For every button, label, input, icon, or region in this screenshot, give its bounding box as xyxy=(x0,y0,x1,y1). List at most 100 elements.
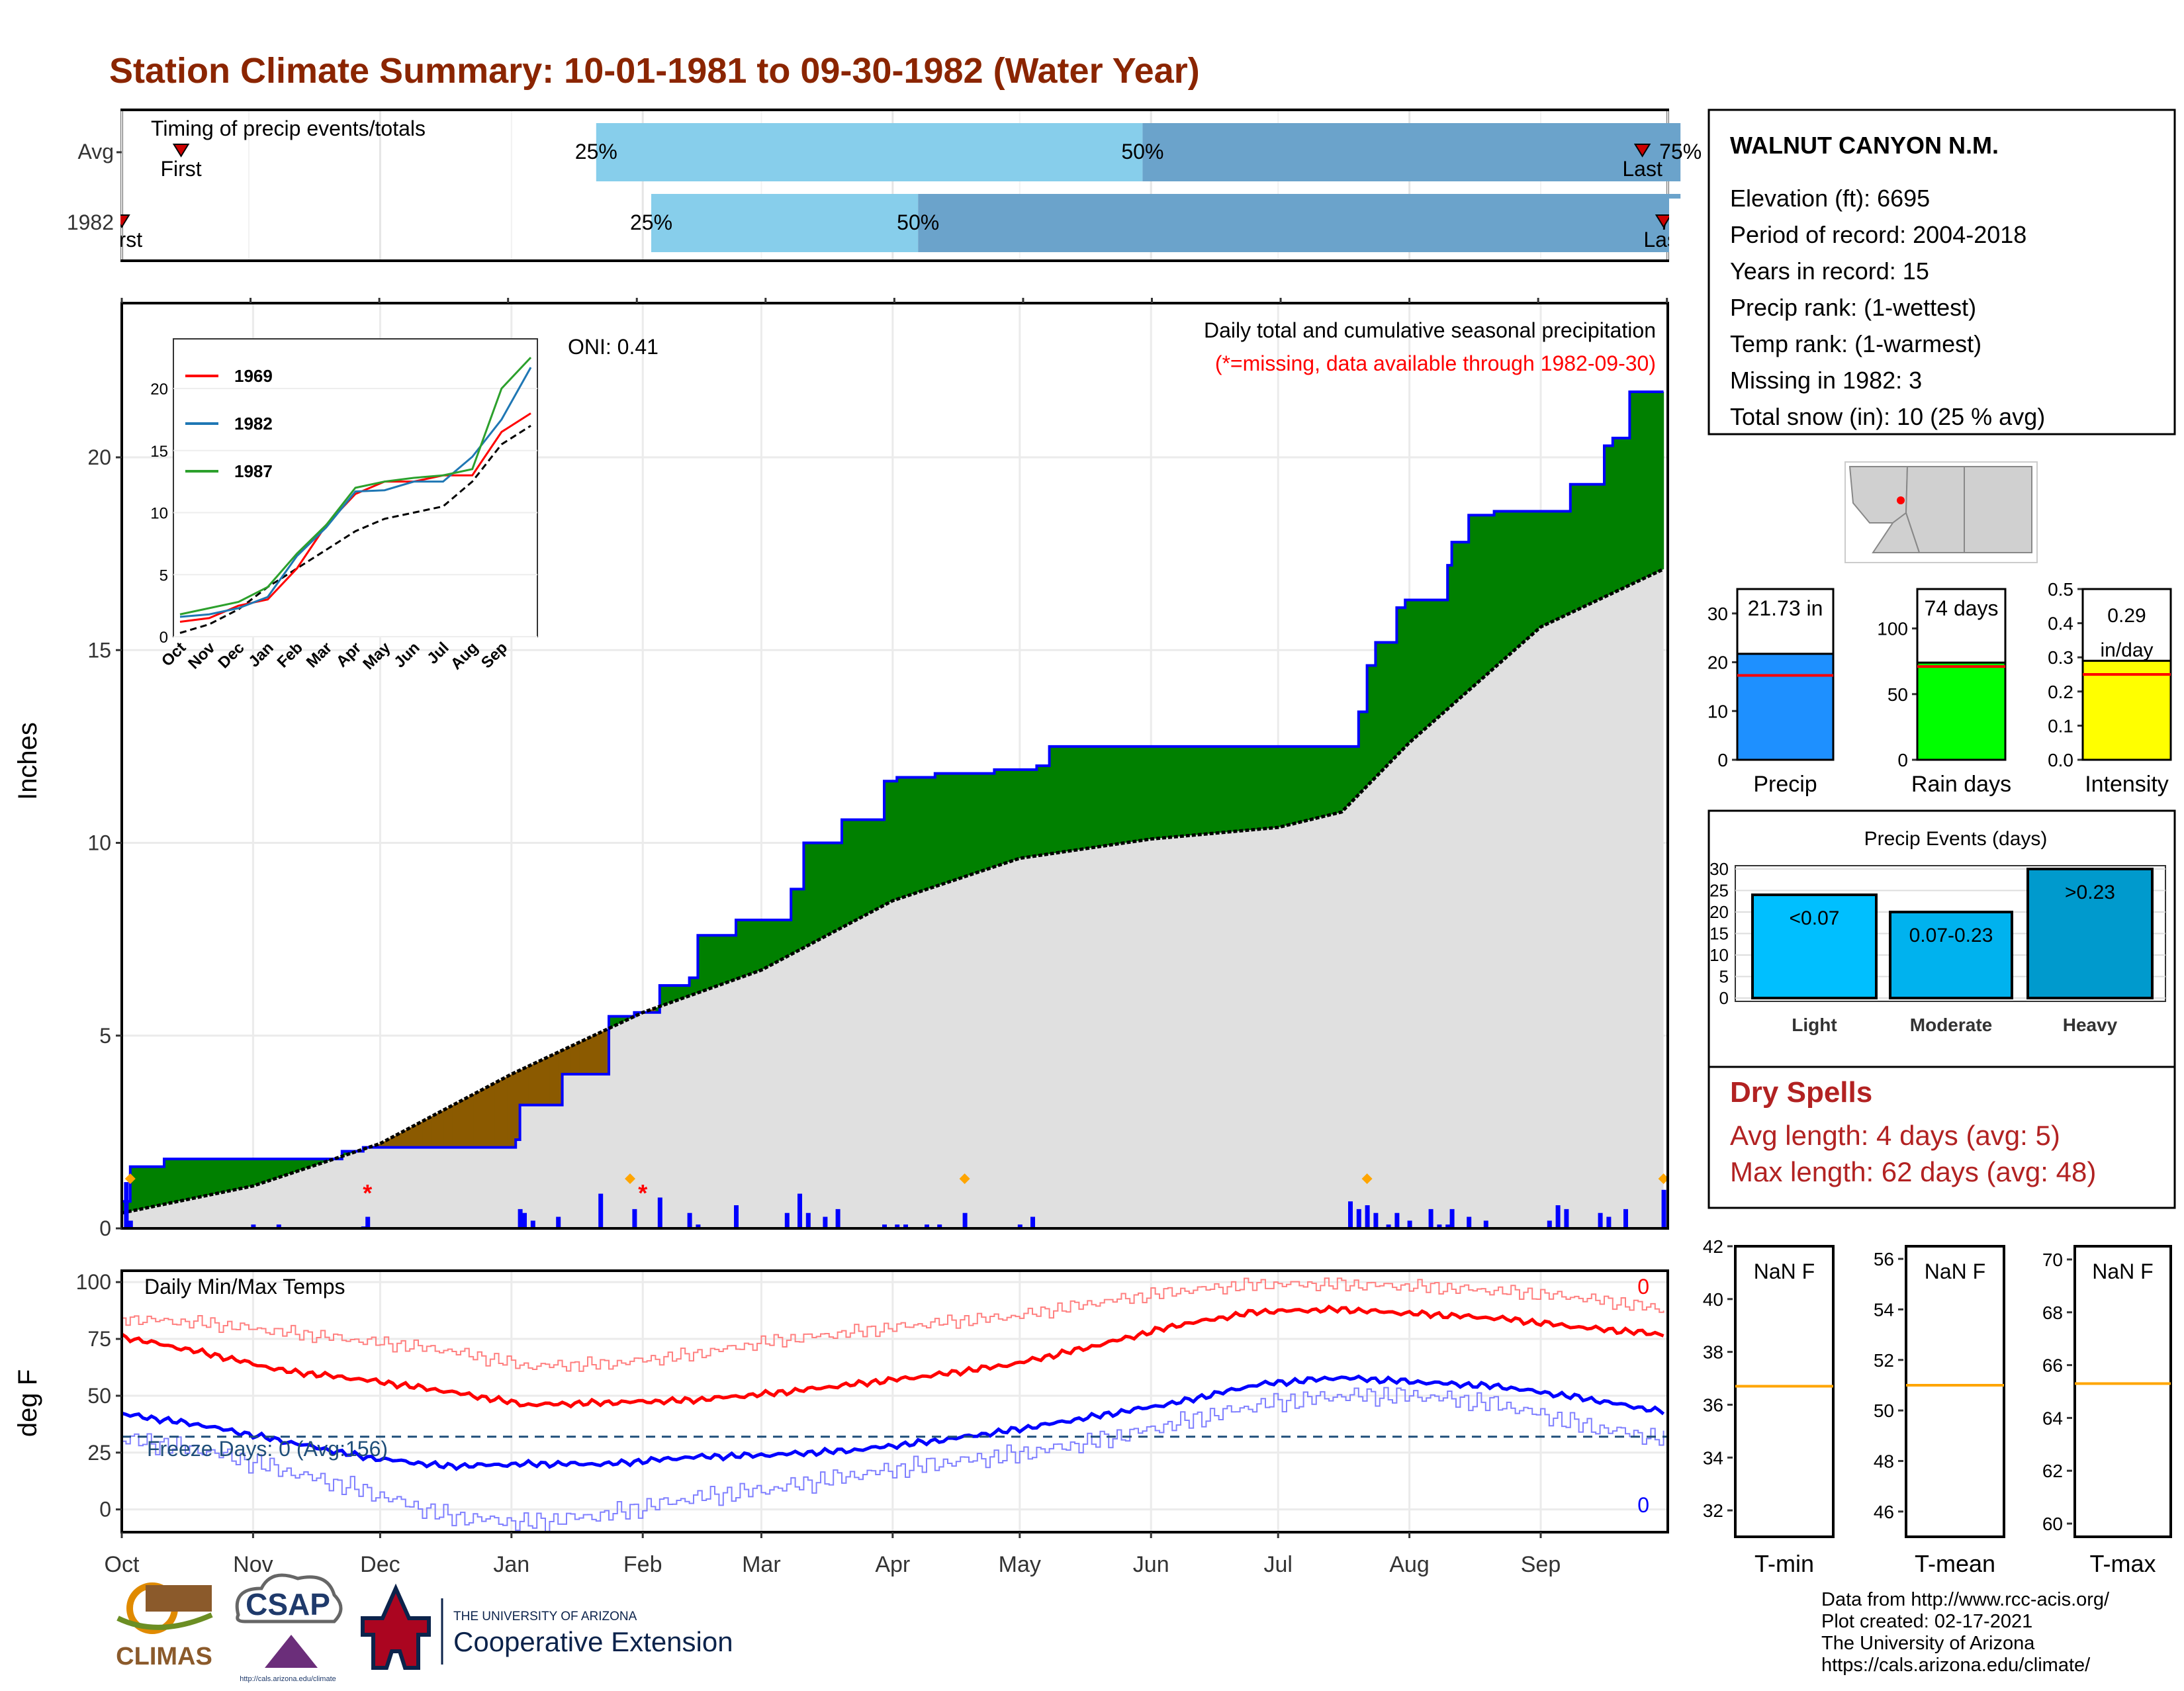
total-ytick: 0 xyxy=(1717,750,1728,770)
dry-spells-title: Dry Spells xyxy=(1730,1076,1872,1109)
temp-box-ytick: 50 xyxy=(1874,1400,1894,1421)
temp-boxes-panel: 32 34 36 38 40 42 NaN F T-min 46 48 50 52 54 56 NaN F T… xyxy=(1703,1236,2172,1577)
event-bar-label: >0.23 xyxy=(2065,882,2115,903)
events-title: Precip Events (days) xyxy=(1864,828,2048,850)
timing-row: Avg 25% 50% 75% First Last xyxy=(77,123,1702,181)
month-label: Feb xyxy=(623,1552,662,1577)
events-ytick: 25 xyxy=(1709,881,1729,901)
events-ytick: 30 xyxy=(1709,859,1729,879)
temp-box-frame xyxy=(1734,1245,1835,1538)
events-ytick: 0 xyxy=(1719,988,1729,1008)
month-label: Apr xyxy=(875,1552,910,1577)
temp-box-ytick: 40 xyxy=(1703,1289,1723,1310)
dry-spells-panel: Dry Spells Avg length: 4 days (avg: 5) M… xyxy=(1707,1066,2176,1209)
timing-row-label: Avg xyxy=(77,140,114,163)
daily-precip-bar xyxy=(1483,1220,1488,1228)
temp-box-value: NaN F xyxy=(1925,1259,1985,1283)
timing-bar-q2 xyxy=(651,194,919,252)
month-label: Sep xyxy=(1521,1552,1561,1577)
total-box: 0 10 20 30 21.73 in Precip xyxy=(1707,588,1835,797)
total-bar xyxy=(2081,659,2172,761)
csap-logo-text: CSAP xyxy=(246,1587,330,1622)
station-name: WALNUT CANYON N.M. xyxy=(1730,132,1999,159)
event-category-label: Light xyxy=(1792,1015,1837,1035)
daily-precip-bar xyxy=(598,1193,604,1228)
observed-cumulative-line xyxy=(122,390,1664,1203)
station-info-line: Total snow (in): 10 (25 % avg) xyxy=(1730,403,2045,430)
month-label: Jul xyxy=(1263,1552,1292,1577)
daily-precip-bar xyxy=(784,1212,790,1228)
temp-box-ytick: 38 xyxy=(1703,1342,1723,1363)
precip-subtitle: (*=missing, data available through 1982-… xyxy=(1215,351,1656,375)
daily-precip-bar xyxy=(1373,1212,1379,1228)
daily-precip-bar xyxy=(1394,1212,1400,1228)
daily-precip-bar xyxy=(522,1212,527,1228)
temp-ytick: 75 xyxy=(87,1327,111,1351)
timing-bar-q3 xyxy=(918,194,1681,252)
ua-bottom-text: Cooperative Extension xyxy=(453,1626,733,1657)
temp-box-ytick: 60 xyxy=(2042,1514,2063,1534)
timing-p75-label: 75% xyxy=(1659,140,1702,163)
temp-box-frame xyxy=(2073,1245,2172,1538)
daily-precip-bar xyxy=(903,1224,908,1228)
last-marker xyxy=(1655,214,1672,228)
daily-precip-bar xyxy=(124,1182,129,1228)
total-value-label: in/day xyxy=(2100,639,2153,661)
month-label: Mar xyxy=(742,1552,781,1577)
daily-precip-bar xyxy=(1445,1224,1451,1228)
precip-title: Daily total and cumulative seasonal prec… xyxy=(1204,318,1656,342)
temp-box-value: NaN F xyxy=(2092,1259,2153,1283)
inset-legend-label: 1982 xyxy=(234,414,273,434)
daily-precip-bar xyxy=(1407,1220,1412,1228)
total-ytick: 30 xyxy=(1707,604,1728,624)
temp-series-line xyxy=(122,1277,1664,1372)
total-ytick: 0.1 xyxy=(2048,715,2073,736)
inset-ytick: 10 xyxy=(150,505,168,523)
temp-box-label: T-mean xyxy=(1915,1550,1995,1577)
temp-box: 60 62 64 66 68 70 NaN F T-max xyxy=(2042,1245,2172,1577)
event-category-label: Heavy xyxy=(2063,1015,2118,1035)
daily-precip-bar xyxy=(882,1224,887,1228)
temp-box-ytick: 68 xyxy=(2042,1303,2063,1323)
temp-box-ytick: 54 xyxy=(1874,1299,1894,1320)
daily-precip-bar xyxy=(657,1197,662,1228)
daily-precip-bar xyxy=(797,1193,802,1228)
temp-box-ytick: 70 xyxy=(2042,1250,2063,1270)
event-diamond xyxy=(1658,1173,1669,1184)
temp-box-ytick: 56 xyxy=(1874,1249,1894,1269)
daily-precip-bar xyxy=(962,1212,968,1228)
daily-precip-bar xyxy=(1564,1209,1569,1228)
daily-precip-bar xyxy=(1437,1224,1442,1228)
daily-precip-bar xyxy=(1386,1224,1391,1228)
footer-line: Data from http://www.rcc-acis.org/ xyxy=(1821,1589,2110,1610)
temp-box-label: T-max xyxy=(2089,1550,2156,1577)
daily-precip-bar xyxy=(276,1224,281,1228)
inset-ytick: 15 xyxy=(150,443,168,461)
month-label: May xyxy=(999,1552,1041,1577)
total-ytick: 0.0 xyxy=(2048,750,2073,770)
temp-series-line xyxy=(120,1304,1664,1409)
timing-bar-q3 xyxy=(1142,123,1681,181)
timing-p25-label: 25% xyxy=(575,140,617,163)
temp-box-ytick: 36 xyxy=(1703,1394,1723,1415)
temp-box-ytick: 48 xyxy=(1874,1451,1894,1471)
total-bar xyxy=(1916,661,2007,761)
daily-precip-bar xyxy=(1348,1201,1353,1228)
daily-precip-bar xyxy=(823,1216,828,1228)
daily-precip-bar xyxy=(1365,1205,1370,1228)
temp-title: Daily Min/Max Temps xyxy=(144,1275,345,1299)
station-info-line: Missing in 1982: 3 xyxy=(1730,367,1922,394)
page-title: Station Climate Summary: 10-01-1981 to 0… xyxy=(109,51,1200,91)
dry-spells-avg: Avg length: 4 days (avg: 5) xyxy=(1730,1120,2060,1151)
missing-marker: * xyxy=(363,1179,372,1207)
daily-precip-bar xyxy=(1017,1224,1023,1228)
inset-ytick: 0 xyxy=(159,629,168,647)
month-label: Jun xyxy=(1133,1552,1169,1577)
precip-ytick: 5 xyxy=(99,1024,111,1048)
event-bar xyxy=(1751,893,1878,999)
daily-precip-bar xyxy=(556,1216,561,1228)
precip-panel: * * 0 5 10 15 20 Daily total and cumulative s… xyxy=(13,298,1669,1240)
station-info-line: Elevation (ft): 6695 xyxy=(1730,185,1930,212)
total-ytick: 0.5 xyxy=(2048,579,2073,600)
